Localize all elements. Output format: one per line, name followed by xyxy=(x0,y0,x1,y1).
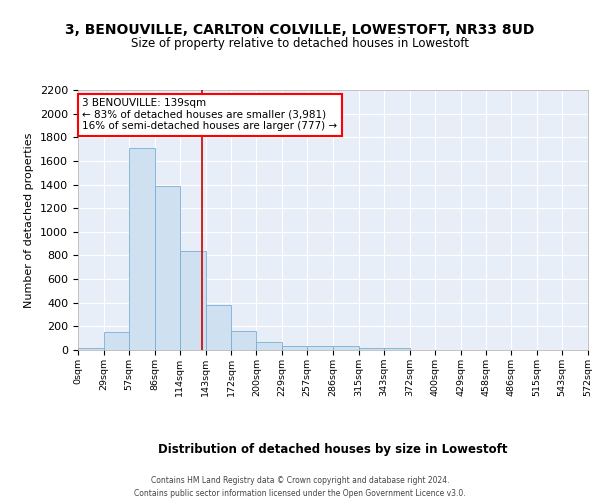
Text: 3, BENOUVILLE, CARLTON COLVILLE, LOWESTOFT, NR33 8UD: 3, BENOUVILLE, CARLTON COLVILLE, LOWESTO… xyxy=(65,22,535,36)
Bar xyxy=(205,305,232,350)
Bar xyxy=(155,186,179,350)
Bar xyxy=(232,330,256,350)
Bar xyxy=(307,346,333,350)
Text: 3 BENOUVILLE: 139sqm
← 83% of detached houses are smaller (3,981)
16% of semi-de: 3 BENOUVILLE: 139sqm ← 83% of detached h… xyxy=(82,98,338,132)
Bar xyxy=(333,346,359,350)
Bar xyxy=(384,348,410,350)
Bar xyxy=(129,148,155,350)
Bar xyxy=(359,348,384,350)
Text: Distribution of detached houses by size in Lowestoft: Distribution of detached houses by size … xyxy=(158,442,508,456)
Bar xyxy=(179,250,205,350)
Bar xyxy=(256,342,282,350)
Text: Contains HM Land Registry data © Crown copyright and database right 2024.
Contai: Contains HM Land Registry data © Crown c… xyxy=(134,476,466,498)
Bar xyxy=(78,348,104,350)
Bar xyxy=(104,332,129,350)
Bar xyxy=(282,346,307,350)
Y-axis label: Number of detached properties: Number of detached properties xyxy=(25,132,34,308)
Text: Size of property relative to detached houses in Lowestoft: Size of property relative to detached ho… xyxy=(131,38,469,51)
